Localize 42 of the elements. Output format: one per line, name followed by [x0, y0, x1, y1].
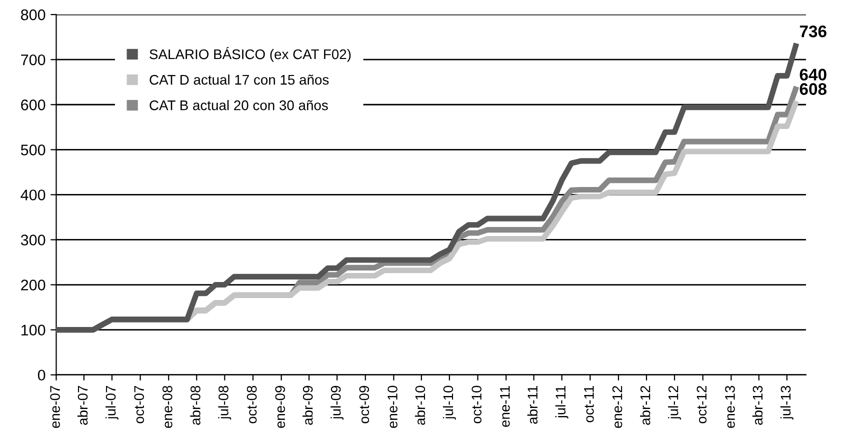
- x-tick-label: abr-08: [190, 386, 200, 425]
- x-tick-label: jul-13: [780, 386, 794, 420]
- x-tick-label: oct-10: [472, 386, 482, 424]
- x-tick-label: ene-13: [725, 386, 735, 428]
- x-tick-label: abr-10: [414, 386, 426, 425]
- x-tick-label: abr-13: [752, 386, 763, 425]
- y-tick-label: 700: [21, 54, 46, 66]
- x-tick-label: abr-12: [640, 386, 650, 425]
- x-tick-label: abr-11: [527, 386, 538, 424]
- x-tick-label: oct-09: [359, 386, 370, 424]
- legend-label: CAT B actual 20 con 30 años: [150, 100, 328, 110]
- x-tick-label: jul-07: [105, 386, 118, 420]
- y-tick-label: 800: [20, 9, 46, 20]
- y-tick-label: 400: [20, 190, 46, 200]
- x-tick-label: oct-08: [246, 386, 257, 424]
- y-tick-label: 600: [21, 99, 46, 110]
- x-tick-label: abr-09: [302, 386, 313, 425]
- data-label: 736: [800, 26, 826, 38]
- x-tick-label: ene-12: [612, 386, 622, 428]
- y-tick-label: 100: [21, 324, 46, 336]
- x-tick-label: oct-07: [134, 386, 144, 424]
- x-tick-label: oct-11: [584, 386, 594, 422]
- y-tick-label: 300: [20, 234, 46, 246]
- x-tick-label: ene-10: [388, 386, 398, 428]
- legend-label: CAT D actual 17 con 15 años: [150, 74, 329, 85]
- data-label: 608: [800, 83, 827, 95]
- x-tick-label: jul-12: [668, 386, 681, 420]
- x-tick-label: oct-12: [696, 386, 707, 424]
- x-tick-label: jul-08: [218, 386, 232, 420]
- x-tick-label: ene-07: [50, 386, 60, 428]
- x-tick-label: jul-09: [330, 386, 344, 420]
- x-tick-label: jul-11: [555, 386, 568, 419]
- y-tick-label: 200: [21, 280, 46, 290]
- x-tick-label: abr-07: [77, 386, 88, 425]
- y-tick-label: 500: [20, 144, 46, 156]
- data-label: 640: [800, 68, 826, 81]
- legend-label: SALARIO BÁSICO (ex CAT F02): [150, 47, 351, 62]
- x-tick-label: ene-08: [162, 386, 172, 428]
- x-tick-label: jul-10: [442, 386, 456, 420]
- y-tick-label: 0: [38, 370, 46, 381]
- x-tick-label: ene-09: [275, 386, 286, 428]
- x-tick-label: ene-11: [500, 386, 510, 427]
